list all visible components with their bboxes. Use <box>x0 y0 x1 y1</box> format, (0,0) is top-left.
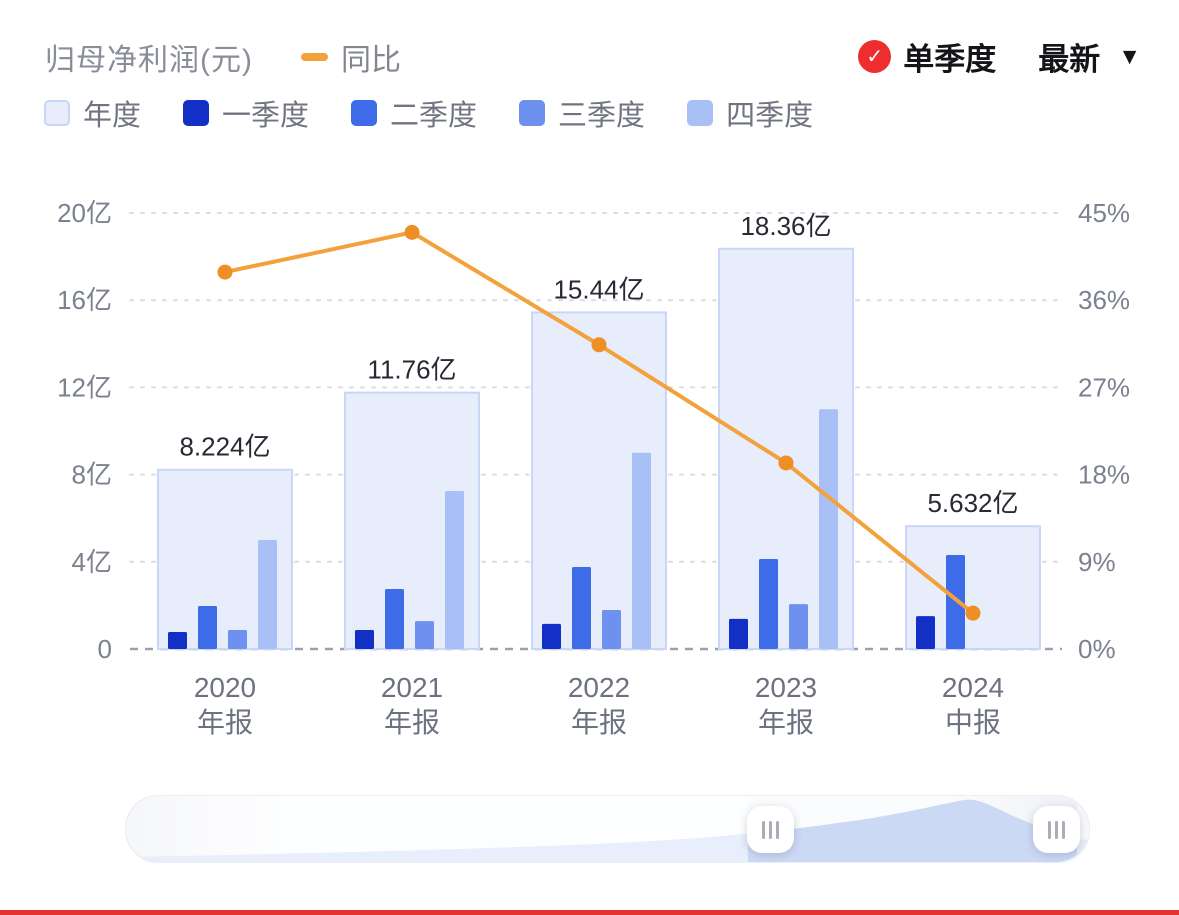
legend-item-q3[interactable]: 三季度 <box>519 92 645 134</box>
annual-value-label: 18.36亿 <box>740 211 831 241</box>
left-axis-tick: 4亿 <box>72 547 112 577</box>
legend-label: 二季度 <box>390 100 478 132</box>
x-axis-year-label: 2021 <box>381 672 443 703</box>
legend-label: 三季度 <box>558 100 646 132</box>
yoy-point[interactable] <box>404 224 420 240</box>
chart-title: 归母净利润(元) <box>45 43 253 77</box>
quarter-bar-q4[interactable] <box>632 452 651 649</box>
quarter-bar-q1[interactable] <box>916 616 935 649</box>
legend-swatch-icon <box>687 100 714 126</box>
left-axis-tick: 16亿 <box>57 285 112 315</box>
header: 归母净利润(元) 同比 ✓ 单季度 最新 ▼ <box>45 34 1141 79</box>
yoy-point[interactable] <box>217 264 233 280</box>
left-axis-tick: 0 <box>98 634 112 664</box>
right-axis-tick: 45% <box>1078 198 1130 228</box>
x-axis-period-label: 年报 <box>758 707 814 738</box>
annual-value-label: 15.44亿 <box>553 274 644 304</box>
slider-handle-left[interactable] <box>747 806 794 853</box>
annual-value-label: 5.632亿 <box>927 488 1018 518</box>
chevron-down-icon[interactable]: ▼ <box>1118 43 1141 69</box>
legend-label: 年度 <box>83 100 142 132</box>
x-axis-period-label: 年报 <box>197 707 253 738</box>
quarter-bar-q2[interactable] <box>198 606 217 649</box>
handle-grip-icon <box>769 820 772 839</box>
legend-swatch-icon <box>519 100 546 126</box>
quarter-bar-q1[interactable] <box>542 623 561 649</box>
x-axis-year-label: 2023 <box>755 672 817 703</box>
quarter-bar-q1[interactable] <box>168 631 187 649</box>
slider-track <box>126 796 1089 862</box>
yoy-line-swatch-icon <box>300 52 328 61</box>
legend-label: 一季度 <box>222 100 310 132</box>
legend-item-q4[interactable]: 四季度 <box>687 92 813 134</box>
right-axis-tick: 18% <box>1078 460 1130 490</box>
quarter-bar-q3[interactable] <box>228 630 247 649</box>
legend-item-q2[interactable]: 二季度 <box>351 92 477 134</box>
x-axis-period-label: 中报 <box>945 707 1001 738</box>
annual-bar[interactable] <box>905 525 1041 651</box>
quarter-bar-q1[interactable] <box>355 630 374 649</box>
profit-chart: 0 0% 4亿 9% 8亿 18% 12亿 27% 16亿 36% 20亿 45% 8.224亿 11.7… <box>57 198 1130 738</box>
right-axis-tick: 0% <box>1078 634 1116 664</box>
latest-dropdown-label[interactable]: 最新 <box>1038 42 1101 77</box>
slider-unselected-left <box>126 796 748 862</box>
handle-grip-icon <box>762 820 765 839</box>
legend-item-yoy[interactable]: 同比 <box>300 35 401 79</box>
handle-grip-icon <box>776 820 779 839</box>
yoy-point[interactable] <box>591 337 607 353</box>
annual-value-label: 11.76亿 <box>367 355 456 385</box>
left-axis-tick: 20亿 <box>57 198 112 228</box>
bottom-accent-bar <box>0 910 1179 915</box>
left-axis-tick: 8亿 <box>72 460 112 490</box>
x-axis-year-label: 2022 <box>568 672 630 703</box>
quarter-bar-q3[interactable] <box>415 621 434 649</box>
legend-swatch-icon <box>44 100 70 126</box>
x-axis-period-label: 年报 <box>384 707 440 738</box>
single-quarter-toggle[interactable]: 单季度 <box>903 42 997 77</box>
header-controls: ✓ 单季度 最新 ▼ <box>858 34 1141 79</box>
x-axis-period-label: 年报 <box>571 707 627 738</box>
annual-value-label: 8.224亿 <box>179 432 270 462</box>
legend-swatch-icon <box>351 100 378 126</box>
x-axis-year-label: 2020 <box>194 672 256 703</box>
series-legend: 年度 一季度 二季度 三季度 四季度 <box>44 92 813 134</box>
legend-label: 四季度 <box>726 100 814 132</box>
left-axis-tick: 12亿 <box>57 372 112 402</box>
legend-item-q1[interactable]: 一季度 <box>183 92 309 134</box>
quarter-bar-q1[interactable] <box>729 618 748 649</box>
quarter-bar-q4[interactable] <box>819 409 838 649</box>
yoy-legend-label: 同比 <box>340 43 401 77</box>
yoy-point[interactable] <box>965 605 981 621</box>
right-axis-tick: 36% <box>1078 285 1130 315</box>
quarter-bar-q2[interactable] <box>946 555 965 649</box>
handle-grip-icon <box>1062 820 1065 839</box>
handle-grip-icon <box>1055 820 1058 839</box>
quarter-bar-q4[interactable] <box>445 490 464 649</box>
slider-area-chart <box>126 796 1089 862</box>
quarter-bar-q2[interactable] <box>759 558 778 649</box>
x-axis-year-label: 2024 <box>942 672 1004 703</box>
right-axis-tick: 9% <box>1078 547 1116 577</box>
quarter-bar-q2[interactable] <box>385 589 404 649</box>
quarter-bar-q2[interactable] <box>572 567 591 649</box>
legend-swatch-icon <box>183 100 210 126</box>
handle-grip-icon <box>1048 820 1051 839</box>
yoy-point[interactable] <box>778 455 794 471</box>
data-zoom-slider[interactable] <box>125 795 1090 863</box>
quarter-bar-q4[interactable] <box>258 540 277 649</box>
legend-item-annual[interactable]: 年度 <box>44 92 141 134</box>
quarter-bar-q3[interactable] <box>789 604 808 649</box>
quarter-bar-q3[interactable] <box>602 609 621 649</box>
slider-area-shape <box>126 799 1089 862</box>
check-circle-icon[interactable]: ✓ <box>858 40 892 73</box>
right-axis-tick: 27% <box>1078 372 1130 402</box>
slider-handle-right[interactable] <box>1033 806 1080 853</box>
